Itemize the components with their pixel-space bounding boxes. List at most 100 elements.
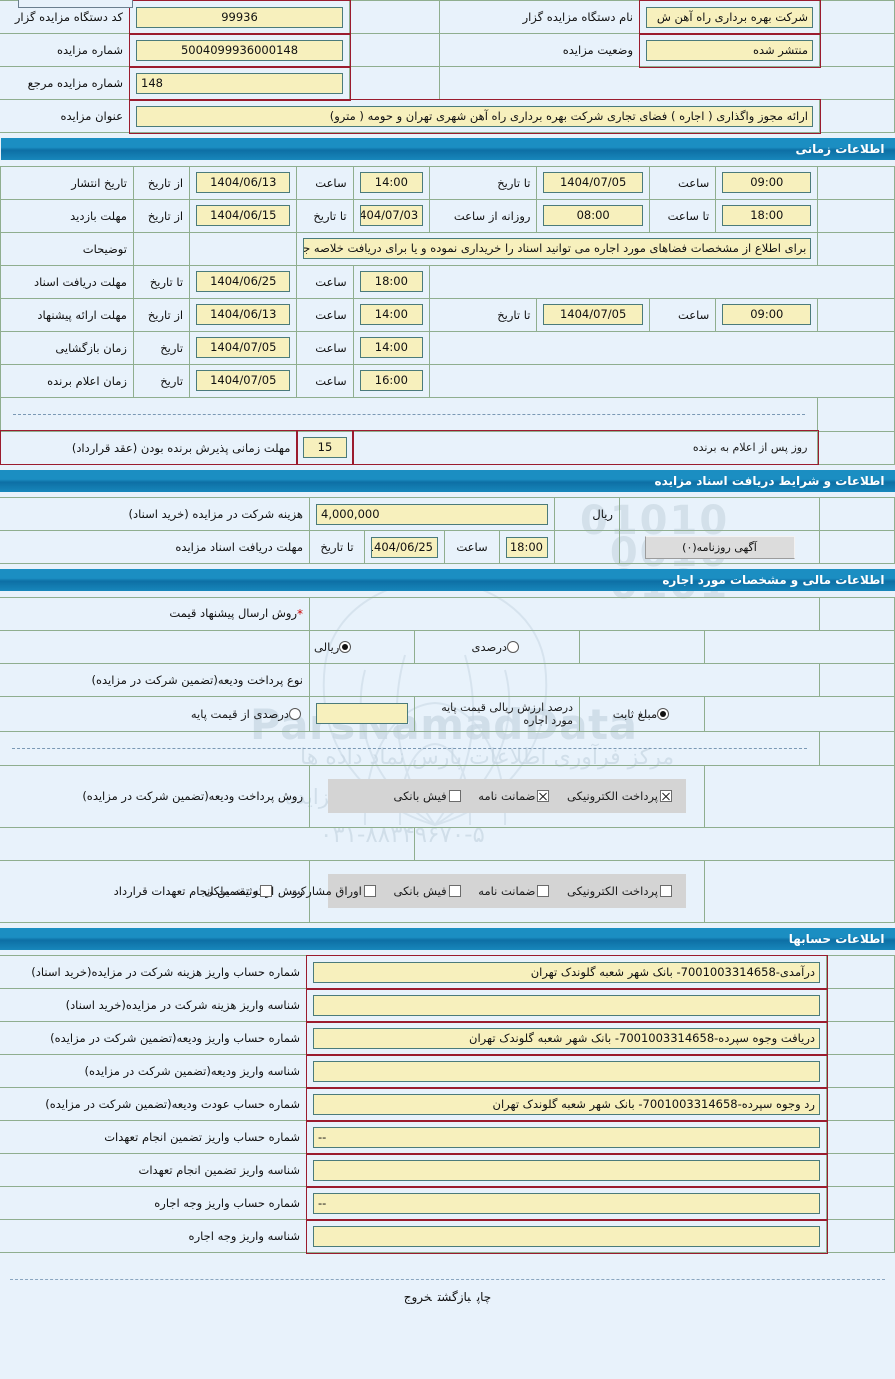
docs-to-date-field[interactable]: 1404/06/25 (196, 271, 291, 292)
radio-fixed-amount-option[interactable]: مبلغ ثابت (613, 707, 671, 721)
spacer-f4 (819, 730, 895, 766)
visit-to-date-cell: 1404/07/03 (352, 198, 431, 233)
org-name-field[interactable]: شرکت بهره برداری راه آهن ش (646, 6, 813, 28)
account-field-0[interactable]: درآمدی-7001003314658- بانک شهر شعبه گلون… (313, 961, 820, 983)
radio-fixed-amount-icon[interactable] (657, 707, 670, 720)
radio-percent-option[interactable]: درصدی (472, 640, 521, 654)
financial-section-bar-cell: اطلاعات مالی و مشخصات مورد اجاره (0, 564, 895, 597)
account-field-5[interactable]: -- (313, 1126, 820, 1148)
winner-row-label: زمان اعلام برنده (0, 363, 134, 398)
spacer-t4 (817, 297, 895, 332)
account-field-8[interactable] (313, 1225, 820, 1247)
fee-field[interactable]: 4,000,000 (316, 503, 548, 525)
checkbox-contract-3[interactable]: اوراق مشارکت (290, 884, 376, 898)
checkbox-property-collateral-icon[interactable] (259, 885, 272, 897)
time-section-table: اطلاعات زمانی 09:00 ساعت 1404/07/05 تا ت… (0, 133, 895, 465)
spacer-a0 (826, 955, 895, 989)
account-value-cell-7: -- (305, 1185, 828, 1221)
auction-no-field[interactable]: 5004099936000148 (136, 39, 343, 61)
newspaper-ads-button[interactable]: آگهی روزنامه(۰) (644, 535, 795, 559)
account-field-6[interactable] (313, 1159, 820, 1181)
visit-daily-from-field[interactable]: 08:00 (543, 205, 643, 226)
deposit-methods-group: پرداخت الکترونیکی ضمانت نامه فیش بانکی (328, 779, 686, 813)
docs-deadline-hour-label: ساعت (444, 530, 500, 564)
back-link[interactable]: بازگشت (437, 1290, 471, 1304)
checkbox-guarantee-letter-icon[interactable] (537, 790, 550, 802)
checkbox-deposit-2[interactable]: فیش بانکی (393, 789, 461, 803)
auction-title-field[interactable]: ارائه مجوز واگذاری ( اجاره ) فضای تجاری … (136, 105, 813, 127)
docs-to-time-field[interactable]: 18:00 (359, 271, 424, 292)
exit-link[interactable]: خروج (403, 1290, 432, 1304)
checkbox-deposit-0[interactable]: پرداخت الکترونیکی (567, 789, 672, 803)
option-rial-cell[interactable]: ریالی (309, 629, 415, 664)
account-field-1[interactable] (313, 994, 820, 1016)
publish-to-date-cell: 1404/07/05 (536, 165, 650, 200)
proposal-to-time-field[interactable]: 09:00 (722, 304, 812, 325)
publish-to-date-field[interactable]: 1404/07/05 (543, 172, 643, 193)
account-label-3: شناسه واریز ودیعه(تضمین شرکت در مزایده) (0, 1054, 308, 1088)
newspaper-button-cell: آگهی روزنامه(۰) (619, 530, 820, 564)
checkbox-deposit-1[interactable]: ضمانت نامه (478, 789, 550, 803)
checkbox-participation-bonds-icon[interactable] (363, 885, 376, 897)
winner-acceptance-suffix: روز پس از اعلام به برنده (692, 441, 808, 454)
contract-guarantee-cell: پرداخت الکترونیکی ضمانت نامه فیش بانکی ا… (204, 859, 705, 923)
percent-value-field[interactable] (316, 703, 408, 724)
percent-value-cell (309, 695, 415, 732)
docs-deadline-date-field[interactable]: 1404/06/25 (371, 536, 438, 558)
ref-no-value-cell: 148 (128, 65, 351, 101)
financial-section-bar-row: اطلاعات مالی و مشخصات مورد اجاره (0, 564, 895, 597)
option-percent-cell[interactable]: درصدی (414, 629, 580, 664)
table-row: شناسه واریز ودیعه(تضمین شرکت در مزایده) (0, 1053, 895, 1089)
radio-percent-of-base-icon[interactable] (289, 707, 301, 720)
winner-time-field[interactable]: 16:00 (359, 370, 424, 391)
publish-row-label: تاریخ انتشار (0, 165, 134, 200)
account-value-cell-2: دریافت وجوه سپرده-7001003314658- بانک شه… (305, 1020, 828, 1056)
radio-rial-icon[interactable] (339, 640, 352, 653)
account-value-cell-0: درآمدی-7001003314658- بانک شهر شعبه گلون… (305, 954, 828, 990)
fixed-amount-cell[interactable]: مبلغ ثابت (579, 695, 705, 732)
checkbox-bank-receipt-icon[interactable] (448, 790, 461, 802)
checkbox-contract-0[interactable]: پرداخت الکترونیکی (567, 884, 672, 898)
account-field-7[interactable]: -- (313, 1192, 820, 1214)
notes-field[interactable]: برای اطلاع از مشخصات فضاهای مورد اجاره م… (303, 238, 812, 259)
winner-acceptance-label: مهلت زمانی پذیرش برنده بودن (عقد قرارداد… (0, 430, 298, 465)
visit-to-date-field[interactable]: 1404/07/03 (359, 205, 424, 226)
spacer-a1 (826, 988, 895, 1022)
radio-rial-option[interactable]: ریالی (314, 640, 353, 654)
checkbox-contract-bank-receipt-icon[interactable] (448, 885, 461, 897)
checkbox-contract-guarantee-letter-icon[interactable] (537, 885, 550, 897)
docs-deadline-time-cell: 18:00 (499, 530, 555, 564)
publish-to-time-field[interactable]: 09:00 (722, 172, 812, 193)
proposal-from-time-field[interactable]: 14:00 (359, 304, 424, 325)
account-field-4[interactable]: رد وجوه سپرده-7001003314658- بانک شهر شع… (313, 1093, 820, 1115)
visit-to-time-field[interactable]: 18:00 (722, 205, 812, 226)
checkbox-contract-electronic-payment-icon[interactable] (660, 885, 672, 897)
account-value-cell-6 (305, 1152, 828, 1188)
status-field[interactable]: منتشر شده (646, 39, 813, 61)
winner-date-label: تاریخ (132, 363, 191, 398)
proposal-to-date-field[interactable]: 1404/07/05 (543, 304, 643, 325)
docs-deadline-time-field[interactable]: 18:00 (506, 536, 548, 558)
proposal-from-date-field[interactable]: 1404/06/13 (196, 304, 291, 325)
open-date-field[interactable]: 1404/07/05 (196, 337, 291, 358)
open-time-field[interactable]: 14:00 (359, 337, 424, 358)
radio-percent-of-base-option[interactable]: درصدی از قیمت پایه (191, 707, 303, 721)
publish-from-date-field[interactable]: 1404/06/13 (196, 172, 291, 193)
publish-from-time-field[interactable]: 14:00 (359, 172, 424, 193)
checkbox-contract-2[interactable]: فیش بانکی (393, 884, 461, 898)
checkbox-electronic-payment-icon[interactable] (660, 790, 672, 802)
docs-deadline-label: مهلت دریافت اسناد مزایده (0, 530, 311, 564)
account-field-3[interactable] (313, 1060, 820, 1082)
winner-date-field[interactable]: 1404/07/05 (196, 370, 291, 391)
account-value-cell-8 (305, 1218, 828, 1254)
ref-no-field[interactable]: 148 (136, 72, 343, 94)
print-link[interactable]: چاپ (476, 1290, 492, 1304)
winner-acceptance-days-field[interactable]: 15 (303, 437, 347, 458)
proposal-to-hour-label: ساعت (648, 297, 717, 332)
account-field-2[interactable]: دریافت وجوه سپرده-7001003314658- بانک شه… (313, 1027, 820, 1049)
visit-from-date-field[interactable]: 1404/06/15 (196, 205, 291, 226)
checkbox-contract-1[interactable]: ضمانت نامه (478, 884, 550, 898)
org-code-field[interactable]: 99936 (136, 6, 343, 28)
radio-percent-icon[interactable] (507, 640, 519, 653)
percent-of-base-cell[interactable]: درصدی از قیمت پایه (0, 695, 311, 732)
